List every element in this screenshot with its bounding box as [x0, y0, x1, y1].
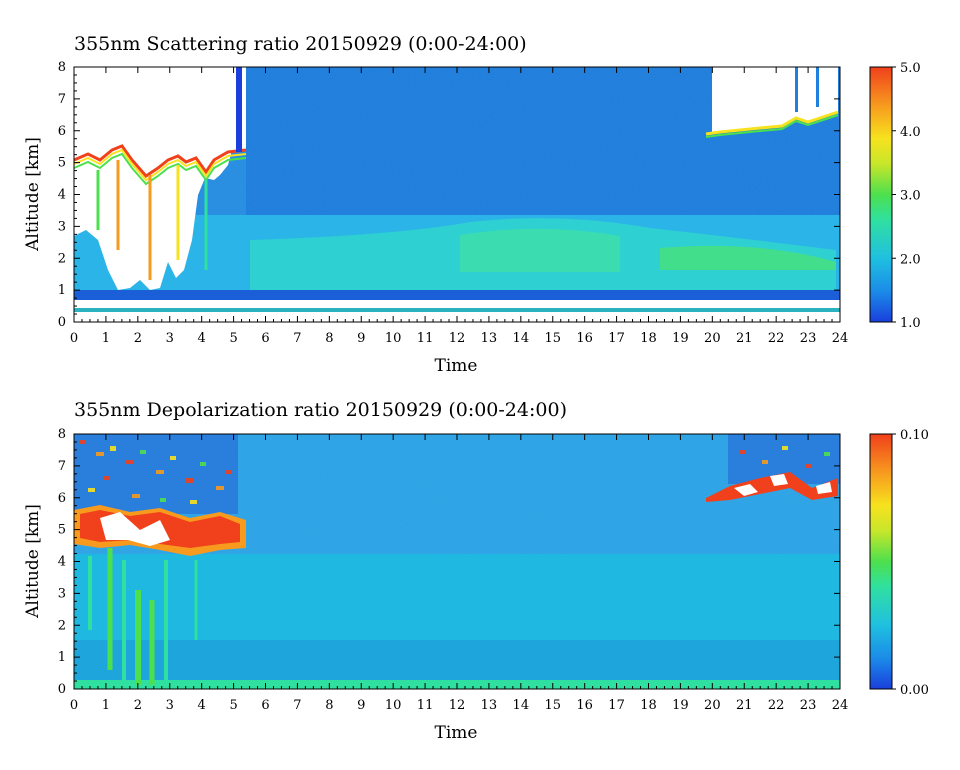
depolarization-ratio-panel: 355nm Depolarization ratio 20150929 (0:0… [23, 399, 929, 743]
x-tick-label: 17 [608, 698, 625, 713]
x-tick-label: 22 [768, 698, 785, 713]
x-tick-label: 3 [166, 698, 174, 713]
x-tick-label: 24 [832, 698, 849, 713]
x-tick-label: 1 [102, 698, 110, 713]
x-tick-label: 15 [544, 331, 561, 346]
x-tick-label: 18 [640, 331, 657, 346]
y-tick-label: 3 [58, 586, 66, 601]
scattering-colorbar-ticks: 1.0 2.0 3.0 4.0 5.0 [892, 61, 921, 331]
y-tick-label: 6 [58, 124, 66, 139]
scattering-chart-title: 355nm Scattering ratio 20150929 (0:00-24… [74, 33, 527, 55]
x-tick-label: 8 [325, 331, 333, 346]
y-tick-label: 4 [58, 188, 66, 203]
y-tick-label: 5 [58, 523, 66, 538]
depolarization-chart-title: 355nm Depolarization ratio 20150929 (0:0… [74, 399, 567, 421]
x-tick-label: 23 [800, 698, 817, 713]
scattering-heatmap [73, 67, 840, 322]
x-tick-label: 3 [166, 331, 174, 346]
x-tick-label: 7 [293, 698, 301, 713]
x-tick-label: 4 [198, 331, 206, 346]
x-tick-label: 14 [513, 331, 530, 346]
x-tick-label: 7 [293, 331, 301, 346]
x-tick-label: 12 [449, 331, 466, 346]
x-tick-label: 21 [736, 331, 753, 346]
x-tick-label: 20 [704, 331, 721, 346]
x-tick-label: 10 [385, 331, 402, 346]
depolarization-y-axis-label: Altitude [km] [23, 504, 43, 619]
x-tick-label: 9 [357, 331, 365, 346]
x-tick-label: 20 [704, 698, 721, 713]
depolarization-x-axis-label: Time [435, 723, 478, 743]
scattering-x-axis: 0 1 2 3 4 5 6 7 8 9 10 11 12 13 14 15 16 17 18 19 20 21 22 23 24 [70, 67, 848, 346]
scattering-colorbar [869, 66, 893, 323]
y-tick-label: 0 [58, 315, 66, 330]
colorbar-tick-label: 3.0 [900, 189, 921, 204]
x-tick-label: 11 [417, 698, 434, 713]
x-tick-label: 16 [576, 331, 593, 346]
x-tick-label: 0 [70, 698, 78, 713]
y-tick-label: 2 [58, 618, 66, 633]
y-tick-label: 2 [58, 251, 66, 266]
x-tick-label: 16 [576, 698, 593, 713]
y-tick-label: 0 [58, 682, 66, 697]
colorbar-tick-label: 4.0 [900, 125, 921, 140]
y-tick-label: 7 [58, 459, 66, 474]
scattering-y-axis: 0 1 2 3 4 5 6 7 8 [58, 60, 840, 330]
x-tick-label: 18 [640, 698, 657, 713]
x-tick-label: 6 [261, 331, 269, 346]
x-tick-label: 13 [481, 331, 498, 346]
x-tick-label: 24 [832, 331, 849, 346]
x-tick-label: 2 [134, 331, 142, 346]
y-tick-label: 1 [58, 650, 66, 665]
x-tick-label: 23 [800, 331, 817, 346]
x-tick-label: 5 [229, 698, 237, 713]
x-tick-label: 2 [134, 698, 142, 713]
x-tick-label: 8 [325, 698, 333, 713]
depolarization-y-axis: 0 1 2 3 4 5 6 7 8 [58, 427, 840, 697]
colorbar-tick-label: 2.0 [900, 252, 921, 267]
x-tick-label: 19 [672, 331, 689, 346]
y-tick-label: 4 [58, 555, 66, 570]
colorbar-tick-label: 1.0 [900, 316, 921, 331]
x-tick-label: 11 [417, 331, 434, 346]
depolarization-x-axis: 0 1 2 3 4 5 6 7 8 9 10 11 12 13 14 15 16 17 18 19 20 21 22 23 24 [70, 434, 848, 713]
depolarization-heatmap [74, 434, 840, 689]
x-tick-label: 4 [198, 698, 206, 713]
scattering-ratio-panel: 355nm Scattering ratio 20150929 (0:00-24… [23, 33, 921, 376]
x-tick-label: 0 [70, 331, 78, 346]
scattering-x-axis-label: Time [435, 356, 478, 376]
x-tick-label: 6 [261, 698, 269, 713]
y-tick-label: 8 [58, 427, 66, 442]
x-tick-label: 17 [608, 331, 625, 346]
depolarization-colorbar [869, 433, 893, 690]
y-tick-label: 7 [58, 92, 66, 107]
scattering-y-axis-label: Altitude [km] [23, 137, 43, 252]
x-tick-label: 5 [229, 331, 237, 346]
x-tick-label: 19 [672, 698, 689, 713]
x-tick-label: 10 [385, 698, 402, 713]
x-tick-label: 14 [513, 698, 530, 713]
colorbar-tick-label: 5.0 [900, 61, 921, 76]
colorbar-tick-label: 0.00 [900, 683, 929, 698]
y-tick-label: 6 [58, 491, 66, 506]
y-tick-label: 3 [58, 219, 66, 234]
x-tick-label: 12 [449, 698, 466, 713]
x-tick-label: 15 [544, 698, 561, 713]
depolarization-colorbar-ticks: 0.00 0.10 [892, 428, 929, 698]
y-tick-label: 5 [58, 156, 66, 171]
y-tick-label: 1 [58, 283, 66, 298]
colorbar-tick-label: 0.10 [900, 428, 929, 443]
x-tick-label: 22 [768, 331, 785, 346]
x-tick-label: 1 [102, 331, 110, 346]
x-tick-label: 21 [736, 698, 753, 713]
y-tick-label: 8 [58, 60, 66, 75]
x-tick-label: 13 [481, 698, 498, 713]
x-tick-label: 9 [357, 698, 365, 713]
